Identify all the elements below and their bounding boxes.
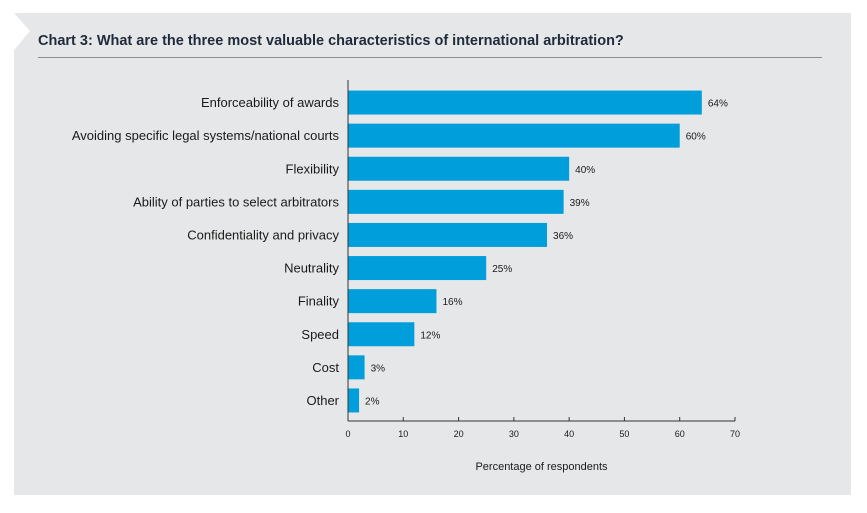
data-label: 40% bbox=[575, 165, 595, 176]
bar bbox=[348, 355, 365, 380]
category-label: Confidentiality and privacy bbox=[187, 227, 339, 242]
title-divider bbox=[38, 57, 822, 58]
bar bbox=[348, 189, 564, 214]
bar bbox=[348, 123, 680, 148]
category-label: Other bbox=[306, 393, 339, 408]
data-label: 3% bbox=[371, 363, 386, 374]
category-label: Speed bbox=[301, 327, 339, 342]
x-tick-label: 50 bbox=[619, 429, 629, 439]
x-tick-label: 60 bbox=[675, 429, 685, 439]
category-label: Finality bbox=[298, 294, 340, 309]
category-label: Enforceability of awards bbox=[201, 95, 340, 110]
x-tick-label: 40 bbox=[564, 429, 574, 439]
chart-title: Chart 3: What are the three most valuabl… bbox=[38, 33, 624, 49]
bar bbox=[348, 90, 702, 115]
x-tick-label: 20 bbox=[454, 429, 464, 439]
data-label: 2% bbox=[365, 396, 380, 407]
x-axis-title: Percentage of respondents bbox=[475, 461, 608, 473]
bar bbox=[348, 289, 437, 314]
x-tick-label: 0 bbox=[345, 429, 350, 439]
category-label: Flexibility bbox=[286, 161, 340, 176]
x-tick-label: 70 bbox=[730, 429, 740, 439]
category-label: Avoiding specific legal systems/national… bbox=[72, 128, 340, 143]
data-label: 64% bbox=[708, 99, 728, 110]
bar bbox=[348, 256, 487, 281]
x-tick-label: 10 bbox=[398, 429, 408, 439]
data-label: 36% bbox=[553, 231, 573, 242]
data-label: 25% bbox=[492, 264, 512, 275]
x-tick-label: 30 bbox=[509, 429, 519, 439]
bar bbox=[348, 222, 548, 247]
data-label: 39% bbox=[570, 198, 590, 209]
category-label: Neutrality bbox=[284, 261, 339, 276]
data-label: 16% bbox=[442, 297, 462, 308]
bar bbox=[348, 156, 570, 181]
category-label: Cost bbox=[312, 360, 339, 375]
category-label: Ability of parties to select arbitrators bbox=[133, 194, 339, 209]
data-label: 60% bbox=[686, 132, 706, 143]
data-label: 12% bbox=[420, 330, 440, 341]
bar bbox=[348, 388, 360, 413]
bar bbox=[348, 322, 415, 347]
